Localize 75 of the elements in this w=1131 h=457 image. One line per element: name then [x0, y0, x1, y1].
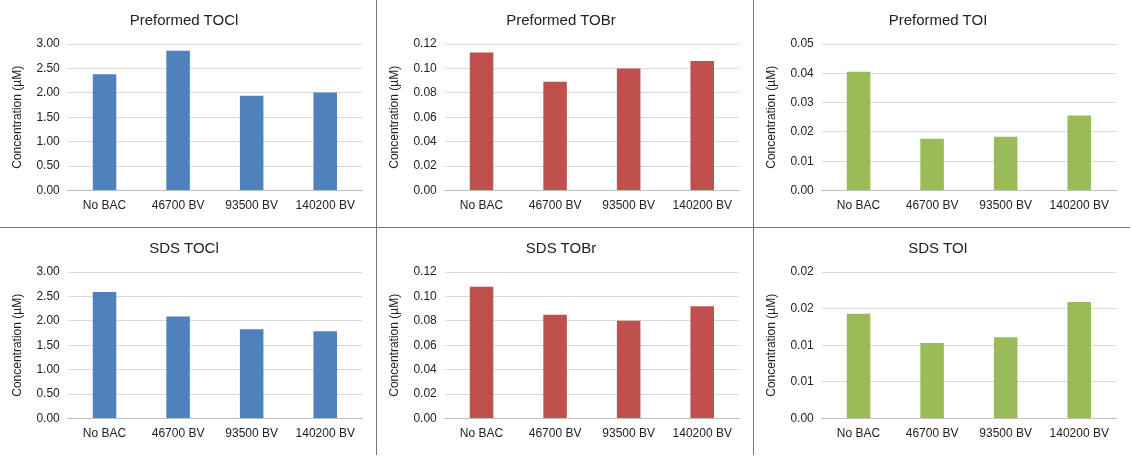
y-tick-label: 0.02 — [413, 386, 438, 401]
y-tick-label: 1.50 — [36, 109, 61, 124]
y-tick-label: 0.00 — [413, 410, 438, 425]
x-tick-label: No BAC — [459, 198, 504, 213]
chart-title: Preformed TOCl — [129, 11, 239, 29]
x-tick-label: 93500 BV — [602, 198, 656, 213]
y-tick-label: 1.00 — [36, 134, 61, 149]
y-axis-title: Concentration (µM) — [763, 293, 778, 397]
y-tick-label: 2.00 — [36, 85, 61, 100]
y-tick-label: 0.01 — [790, 337, 815, 352]
y-tick-label: 0.01 — [790, 374, 815, 389]
y-tick-label: 3.00 — [36, 36, 61, 51]
x-tick-label: No BAC — [82, 426, 127, 441]
y-tick-label: 0.12 — [413, 264, 438, 279]
y-tick-label: 0.12 — [413, 36, 438, 51]
y-tick-label: 0.08 — [413, 85, 438, 100]
y-tick-label: 0.04 — [413, 134, 438, 149]
x-tick-label: 140200 BV — [672, 426, 732, 441]
y-axis-title: Concentration (µM) — [386, 293, 401, 397]
y-axis-title: Concentration (µM) — [9, 65, 24, 169]
y-axis-title: Concentration (µM) — [9, 293, 24, 397]
x-tick-label: 140200 BV — [1049, 198, 1109, 213]
y-tick-label: 2.50 — [36, 288, 61, 303]
x-tick-label: 140200 BV — [672, 198, 732, 213]
y-tick-label: 0.05 — [790, 36, 815, 51]
x-tick-label: 93500 BV — [979, 426, 1033, 441]
y-tick-label: 0.02 — [413, 158, 438, 173]
x-tick-label: 140200 BV — [1049, 426, 1109, 441]
x-tick-label: No BAC — [459, 426, 504, 441]
y-tick-label: 0.08 — [413, 313, 438, 328]
y-axis-title: Concentration (µM) — [386, 65, 401, 169]
x-tick-label: 46700 BV — [151, 198, 205, 213]
y-axis-title: Concentration (µM) — [763, 65, 778, 169]
y-tick-label: 0.03 — [790, 94, 815, 109]
y-tick-label: 0.04 — [790, 65, 815, 80]
x-tick-label: 46700 BV — [528, 426, 582, 441]
y-tick-label: 3.00 — [36, 264, 61, 279]
x-tick-label: 46700 BV — [905, 198, 959, 213]
x-tick-label: 140200 BV — [295, 426, 355, 441]
x-tick-label: 46700 BV — [528, 198, 582, 213]
chart-title: Preformed TOI — [888, 11, 988, 29]
x-tick-label: 93500 BV — [225, 198, 279, 213]
chart-title: SDS TOBr — [525, 239, 597, 257]
x-tick-label: No BAC — [836, 198, 881, 213]
y-tick-label: 0.00 — [36, 182, 61, 197]
chart-title: SDS TOCl — [149, 239, 219, 257]
y-tick-label: 0.00 — [413, 182, 438, 197]
x-tick-label: 93500 BV — [602, 426, 656, 441]
y-tick-label: 0.00 — [36, 410, 61, 425]
y-tick-label: 0.10 — [413, 60, 438, 75]
chart-title: SDS TOI — [908, 239, 968, 257]
y-tick-label: 0.01 — [790, 153, 815, 168]
y-tick-label: 0.06 — [413, 337, 438, 352]
y-tick-label: 0.50 — [36, 158, 61, 173]
x-tick-label: No BAC — [836, 426, 881, 441]
x-tick-label: 93500 BV — [225, 426, 279, 441]
y-tick-label: 0.02 — [790, 124, 815, 139]
y-tick-label: 1.50 — [36, 337, 61, 352]
x-tick-label: 46700 BV — [905, 426, 959, 441]
y-tick-label: 1.00 — [36, 362, 61, 377]
y-tick-label: 0.02 — [790, 264, 815, 279]
y-tick-label: 0.00 — [790, 182, 815, 197]
x-tick-label: No BAC — [82, 198, 127, 213]
y-tick-label: 2.00 — [36, 313, 61, 328]
x-tick-label: 46700 BV — [151, 426, 205, 441]
y-tick-label: 0.00 — [790, 410, 815, 425]
x-tick-label: 93500 BV — [979, 198, 1033, 213]
y-tick-label: 0.02 — [790, 300, 815, 315]
y-tick-label: 0.04 — [413, 362, 438, 377]
y-tick-label: 2.50 — [36, 60, 61, 75]
chart-title: Preformed TOBr — [506, 11, 616, 29]
x-tick-label: 140200 BV — [295, 198, 355, 213]
y-tick-label: 0.10 — [413, 288, 438, 303]
y-tick-label: 0.06 — [413, 109, 438, 124]
y-tick-label: 0.50 — [36, 386, 61, 401]
